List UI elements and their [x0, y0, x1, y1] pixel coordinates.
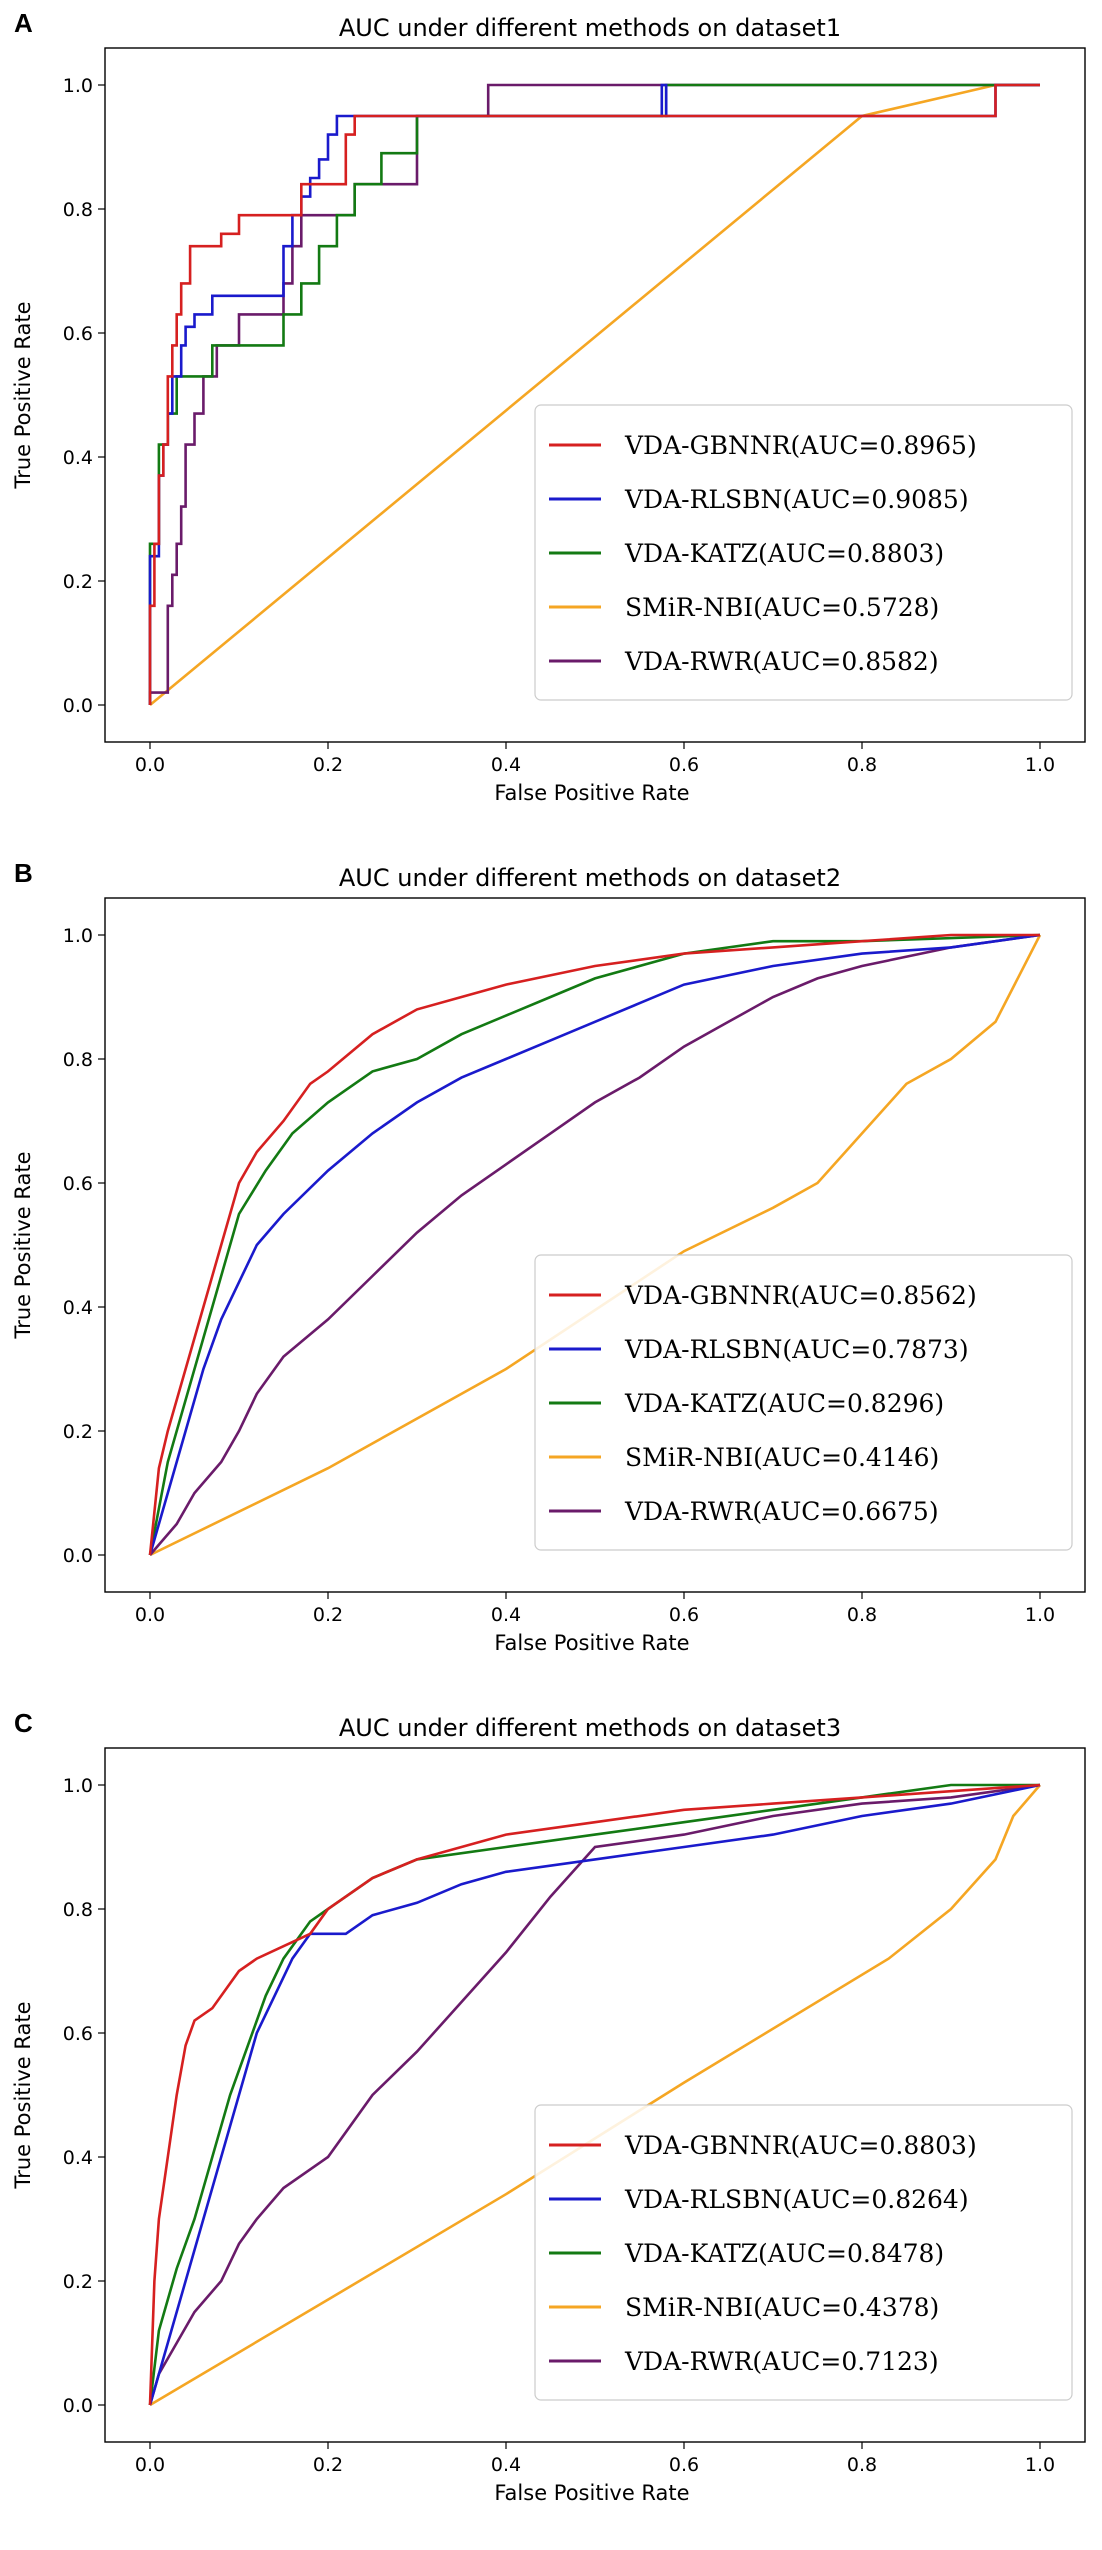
panel-a: A AUC under different methods on dataset… [0, 0, 1102, 850]
y-tick-label: 0.8 [63, 199, 93, 221]
plot-frame [104, 1747, 1086, 2443]
legend-label-vda-rwr: VDA-RWR(AUC=0.6675) [624, 1497, 939, 1526]
legend-label-smir-nbi: SMiR-NBI(AUC=0.5728) [625, 593, 939, 622]
x-tick-label: 0.0 [135, 2454, 165, 2476]
roc-chart-dataset2: AUC under different methods on dataset2 0… [11, 864, 1086, 1655]
x-tick-label: 0.4 [491, 1604, 521, 1626]
series-line-vda-rlsbn [148, 933, 1041, 1556]
x-tick-label: 1.0 [1025, 754, 1055, 776]
legend-label-vda-gbnnr: VDA-GBNNR(AUC=0.8965) [624, 431, 977, 460]
legend-label-vda-rlsbn: VDA-RLSBN(AUC=0.9085) [624, 485, 969, 514]
x-axis-label: False Positive Rate [494, 781, 689, 805]
legend-label-smir-nbi: SMiR-NBI(AUC=0.4146) [625, 1443, 939, 1472]
chart-title: AUC under different methods on dataset2 [339, 864, 841, 892]
x-tick-label: 0.2 [313, 1604, 343, 1626]
x-tick-label: 0.6 [669, 2454, 699, 2476]
x-tick-label: 0.2 [313, 754, 343, 776]
x-axis-label: False Positive Rate [494, 1631, 689, 1655]
series-line-vda-rlsbn [148, 1783, 1041, 2406]
panel-b: B AUC under different methods on dataset… [0, 850, 1102, 1700]
legend-label-vda-rlsbn: VDA-RLSBN(AUC=0.8264) [624, 2185, 969, 2214]
series-line-vda-gbnnr [148, 83, 1040, 705]
y-tick-label: 0.0 [63, 2395, 93, 2417]
x-tick-label: 0.2 [313, 2454, 343, 2476]
panel-letter-b: B [14, 858, 33, 888]
legend-label-vda-rlsbn: VDA-RLSBN(AUC=0.7873) [624, 1335, 969, 1364]
x-axis-label: False Positive Rate [494, 2481, 689, 2505]
y-tick-label: 0.8 [63, 1899, 93, 1921]
x-tick-label: 0.8 [847, 2454, 877, 2476]
y-tick-label: 0.6 [63, 2023, 93, 2045]
y-tick-label: 1.0 [63, 75, 93, 97]
y-axis-label: True Positive Rate [11, 2001, 35, 2189]
y-tick-label: 0.0 [63, 1545, 93, 1567]
y-tick-label: 0.8 [63, 1049, 93, 1071]
panel-letter-a: A [14, 8, 33, 38]
plot-frame [104, 47, 1086, 743]
x-tick-label: 0.6 [669, 1604, 699, 1626]
y-tick-label: 0.2 [63, 2271, 93, 2293]
y-tick-label: 0.6 [63, 1173, 93, 1195]
x-tick-label: 0.8 [847, 1604, 877, 1626]
panel-c: C AUC under different methods on dataset… [0, 1700, 1102, 2550]
x-tick-label: 1.0 [1025, 2454, 1055, 2476]
y-tick-label: 0.4 [63, 2147, 93, 2169]
x-tick-label: 0.4 [491, 754, 521, 776]
legend-label-vda-rwr: VDA-RWR(AUC=0.8582) [624, 647, 939, 676]
legend-label-vda-katz: VDA-KATZ(AUC=0.8478) [624, 2239, 944, 2268]
plot-frame [104, 897, 1086, 1593]
series-line-vda-katz [148, 1783, 1040, 2406]
y-tick-label: 1.0 [63, 1775, 93, 1797]
series-line-vda-rwr [148, 1783, 1041, 2406]
x-tick-label: 0.0 [135, 1604, 165, 1626]
x-tick-label: 0.0 [135, 754, 165, 776]
panel-letter-c: C [14, 1708, 33, 1738]
chart-title: AUC under different methods on dataset1 [339, 14, 841, 42]
roc-chart-dataset3: AUC under different methods on dataset3 0… [11, 1714, 1086, 2505]
chart-title: AUC under different methods on dataset3 [339, 1714, 841, 1742]
y-tick-label: 0.2 [63, 1421, 93, 1443]
legend-label-vda-gbnnr: VDA-GBNNR(AUC=0.8803) [624, 2131, 977, 2160]
series-line-vda-gbnnr [148, 1783, 1041, 2406]
legend-label-vda-gbnnr: VDA-GBNNR(AUC=0.8562) [624, 1281, 977, 1310]
legend-box [534, 404, 1073, 701]
x-tick-label: 1.0 [1025, 1604, 1055, 1626]
legend-box [534, 1254, 1073, 1551]
series-line-smir-nbi [149, 934, 1042, 1557]
legend-label-smir-nbi: SMiR-NBI(AUC=0.4378) [625, 2293, 939, 2322]
y-tick-label: 0.0 [63, 695, 93, 717]
legend-label-vda-katz: VDA-KATZ(AUC=0.8296) [624, 1389, 944, 1418]
roc-chart-dataset1: AUC under different methods on dataset1 0… [11, 14, 1086, 805]
x-tick-label: 0.8 [847, 754, 877, 776]
series-line-smir-nbi [149, 1784, 1041, 2407]
legend-label-vda-katz: VDA-KATZ(AUC=0.8803) [624, 539, 944, 568]
y-tick-label: 0.2 [63, 571, 93, 593]
series-line-vda-rwr [149, 933, 1041, 1556]
x-tick-label: 0.6 [669, 754, 699, 776]
x-tick-label: 0.4 [491, 2454, 521, 2476]
y-axis-label: True Positive Rate [11, 1151, 35, 1339]
y-tick-label: 0.4 [63, 447, 93, 469]
legend-label-vda-rwr: VDA-RWR(AUC=0.7123) [624, 2347, 939, 2376]
y-tick-label: 0.6 [63, 323, 93, 345]
y-tick-label: 0.4 [63, 1297, 93, 1319]
y-axis-label: True Positive Rate [11, 301, 35, 489]
legend-box [534, 2104, 1073, 2401]
y-tick-label: 1.0 [63, 925, 93, 947]
series-line-vda-gbnnr [148, 933, 1040, 1556]
